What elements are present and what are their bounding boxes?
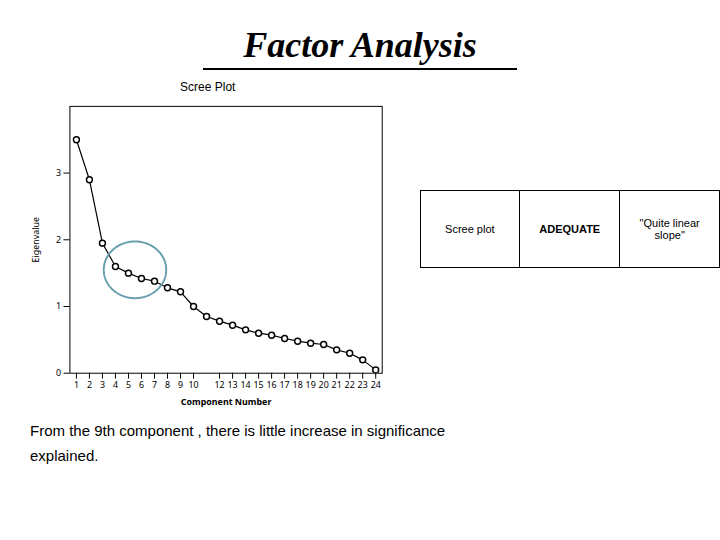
svg-text:15: 15 <box>254 378 264 391</box>
svg-text:7: 7 <box>152 378 157 391</box>
svg-text:4: 4 <box>113 378 118 391</box>
svg-text:20: 20 <box>319 378 329 391</box>
svg-text:9: 9 <box>178 378 183 391</box>
svg-text:22: 22 <box>345 378 355 391</box>
svg-text:Eigenvalue: Eigenvalue <box>29 217 42 262</box>
svg-text:2: 2 <box>56 233 61 246</box>
svg-text:13: 13 <box>227 378 237 391</box>
svg-text:10: 10 <box>188 378 198 391</box>
svg-text:17: 17 <box>280 378 290 391</box>
svg-text:12: 12 <box>214 378 224 391</box>
svg-text:1: 1 <box>74 378 79 391</box>
svg-text:16: 16 <box>267 378 277 391</box>
svg-text:3: 3 <box>56 166 61 179</box>
svg-text:6: 6 <box>139 378 144 391</box>
svg-text:14: 14 <box>241 378 251 391</box>
svg-text:21: 21 <box>332 378 342 391</box>
svg-text:24: 24 <box>371 378 381 391</box>
html-text:Factor Analysis: Factor Analysis <box>243 25 477 65</box>
html-text:explained.: explained. <box>30 447 99 465</box>
html-text:Scree plot: Scree plot <box>445 223 495 235</box>
html-text:Scree Plot: Scree Plot <box>180 80 236 94</box>
svg-text:1: 1 <box>56 299 61 312</box>
svg-text:Component Number: Component Number <box>181 395 272 408</box>
html-text:From the 9th component , there: From the 9th component , there is little… <box>30 422 446 440</box>
svg-text:23: 23 <box>358 378 368 391</box>
svg-text:19: 19 <box>306 378 316 391</box>
svg-text:0: 0 <box>56 366 61 379</box>
svg-text:8: 8 <box>165 378 170 391</box>
svg-text:5: 5 <box>126 378 131 391</box>
svg-text:3: 3 <box>100 378 105 391</box>
svg-text:18: 18 <box>293 378 303 391</box>
svg-text:2: 2 <box>87 378 92 391</box>
html-text:ADEQUATE: ADEQUATE <box>539 223 601 235</box>
html-text:"Quite linear slope": "Quite linear slope" <box>639 217 700 241</box>
